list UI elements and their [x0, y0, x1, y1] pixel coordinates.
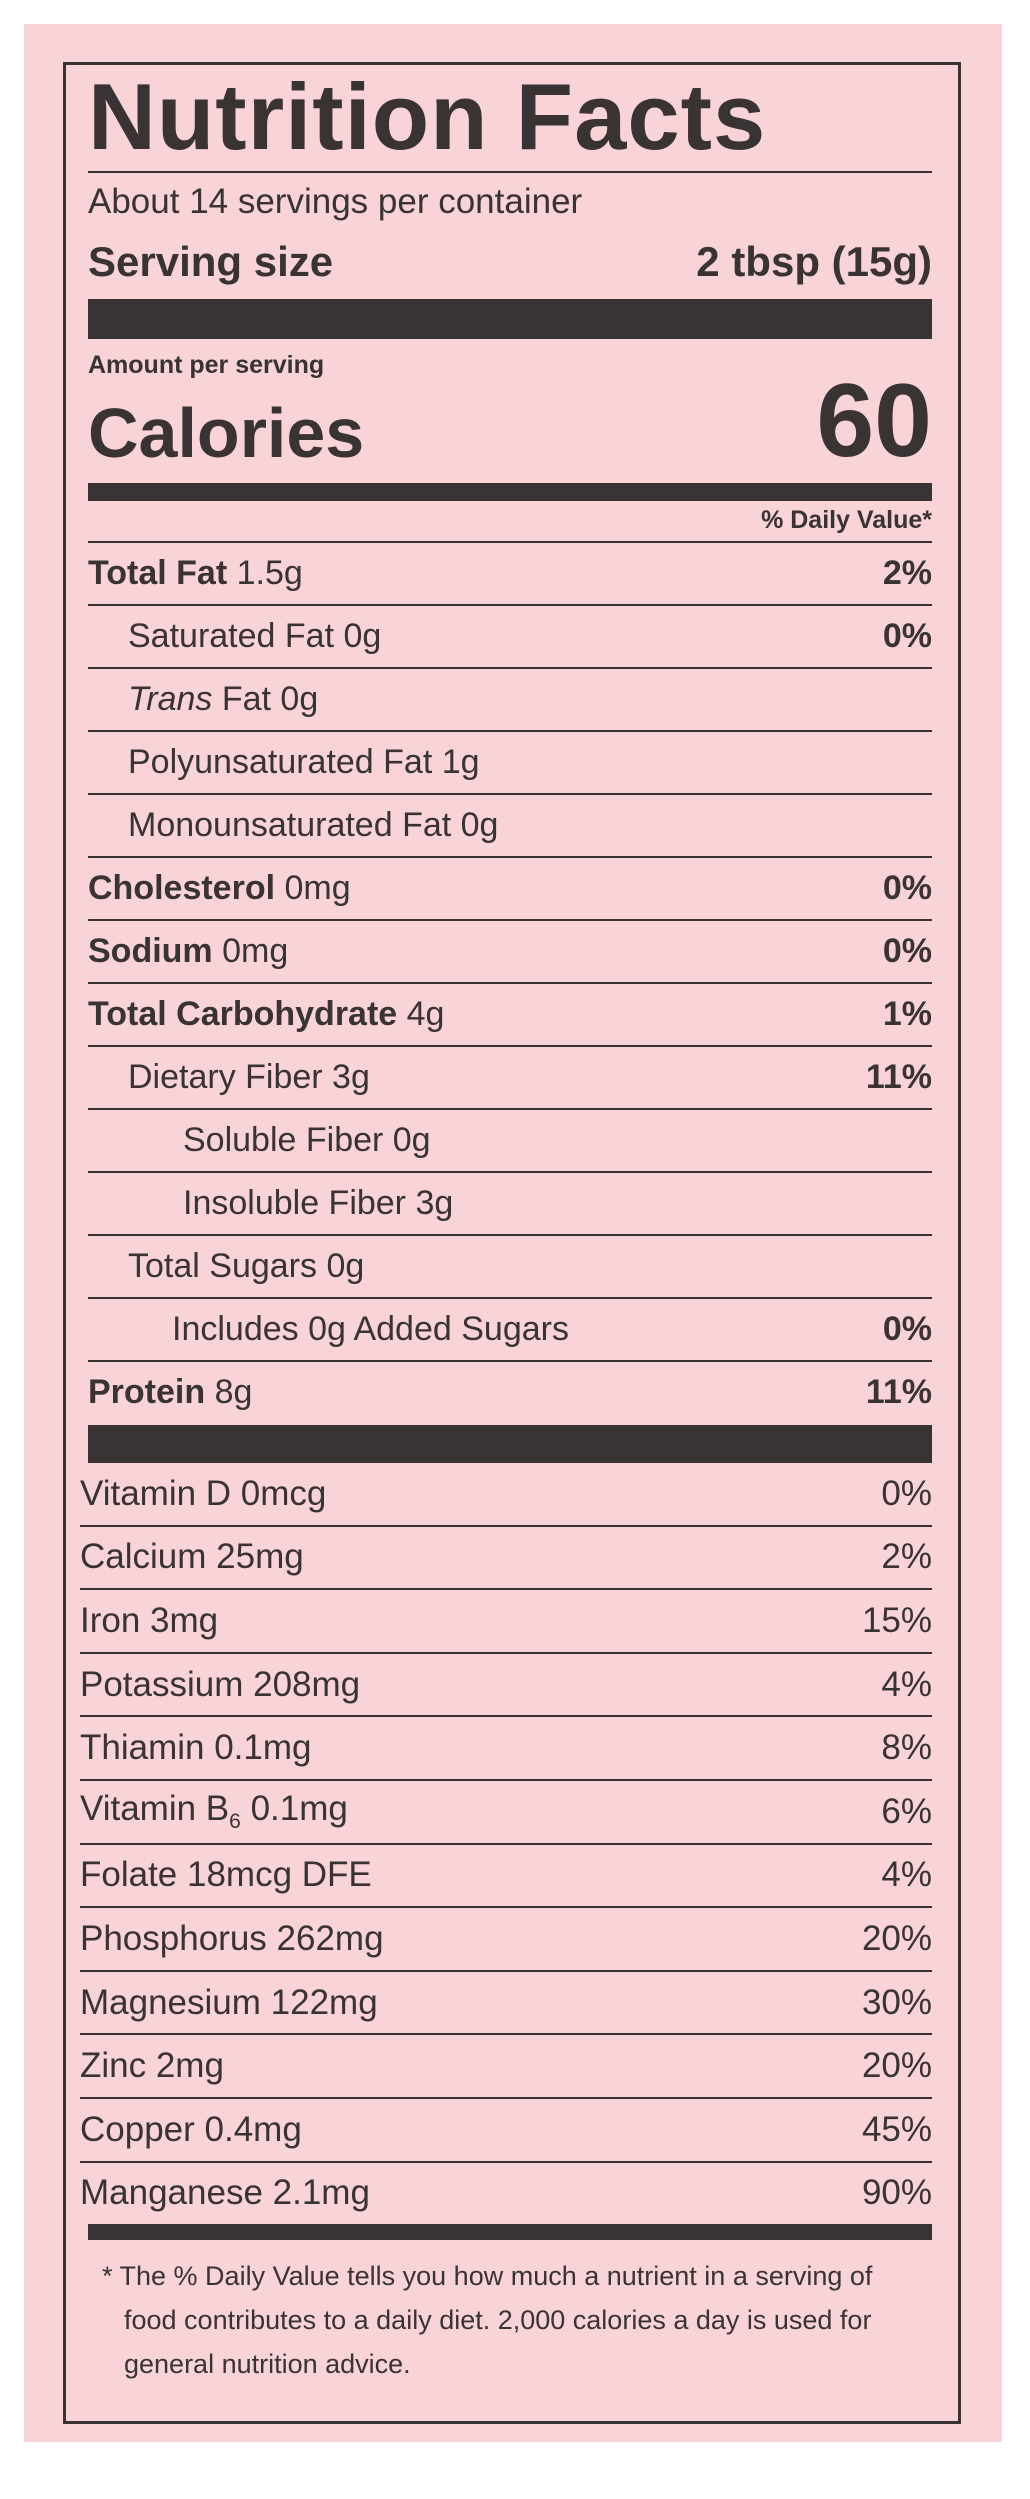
nutrient-daily-value: 2%	[882, 554, 932, 592]
nutrient-row: Includes 0g Added Sugars 0%	[88, 1299, 932, 1362]
vitamin-daily-value: 4%	[881, 1664, 932, 1704]
nutrient-list: Total Fat 1.5g 2% Saturated Fat 0g 0% Trans …	[88, 543, 932, 1423]
nutrient-row: Dietary Fiber 3g 11%	[88, 1047, 932, 1110]
nutrient-name-bold: Cholesterol	[88, 869, 276, 907]
vitamin-daily-value: 4%	[881, 1855, 932, 1895]
nutrient-row: Cholesterol 0mg 0%	[88, 858, 932, 921]
serving-size-value: 2 tbsp (15g)	[696, 238, 932, 285]
nutrient-name-bold: Total Fat	[88, 554, 228, 592]
nutrient-name: Protein 8g	[88, 1373, 253, 1411]
vitamin-name: Magnesium 122mg	[80, 1982, 378, 2022]
vitamin-daily-value: 15%	[861, 1600, 932, 1640]
thick-divider	[88, 1425, 932, 1463]
nutrient-daily-value: 0%	[882, 932, 932, 970]
nutrient-name: Cholesterol 0mg	[88, 869, 351, 907]
vitamin-name: Phosphorus 262mg	[80, 1918, 384, 1958]
nutrient-daily-value: 0%	[882, 1310, 932, 1348]
vitamin-daily-value: 30%	[861, 1982, 932, 2022]
label-title: Nutrition Facts	[88, 65, 932, 173]
label-panel	[24, 24, 1002, 2442]
vitamin-daily-value: 0%	[881, 1473, 932, 1513]
nutrient-name: Insoluble Fiber 3g	[183, 1184, 454, 1222]
vitamin-row: Calcium 25mg 2%	[80, 1527, 932, 1591]
nutrient-name: Total Sugars 0g	[128, 1247, 365, 1285]
nutrient-daily-value: 0%	[882, 869, 932, 907]
nutrient-name-bold: Protein	[88, 1373, 206, 1411]
vitamin-daily-value: 20%	[861, 2046, 932, 2086]
nutrient-row: Total Fat 1.5g 2%	[88, 543, 932, 606]
nutrient-daily-value: 11%	[865, 1058, 932, 1096]
vitamin-name: Iron 3mg	[80, 1600, 219, 1640]
nutrient-name: Includes 0g Added Sugars	[172, 1310, 569, 1348]
nutrient-name-italic: Trans	[128, 680, 213, 718]
nutrient-name-bold: Sodium	[88, 932, 213, 970]
vitamin-row: Vitamin D 0mcg 0%	[80, 1463, 932, 1527]
calories-value: 60	[816, 363, 932, 479]
vitamin-name: Zinc 2mg	[80, 2046, 224, 2086]
nutrient-name: Dietary Fiber 3g	[128, 1058, 370, 1096]
nutrient-row: Sodium 0mg 0%	[88, 921, 932, 984]
servings-per-container: About 14 servings per container	[88, 182, 583, 221]
vitamin-subscript: 6	[229, 1810, 241, 1834]
vitamin-name: Manganese 2.1mg	[80, 2173, 370, 2213]
vitamin-name: Thiamin 0.1mg	[80, 1728, 312, 1768]
nutrient-row: Polyunsaturated Fat 1g	[88, 732, 932, 795]
thick-divider	[88, 299, 932, 339]
vitamin-daily-value: 6%	[881, 1791, 932, 1831]
vitamin-row: Thiamin 0.1mg 8%	[80, 1717, 932, 1781]
amount-per-serving: Amount per serving	[88, 351, 325, 379]
nutrient-row: Total Carbohydrate 4g 1%	[88, 984, 932, 1047]
nutrient-row: Soluble Fiber 0g	[88, 1110, 932, 1173]
vitamin-row: Zinc 2mg 20%	[80, 2035, 932, 2099]
vitamin-name: Folate 18mcg DFE	[80, 1855, 372, 1895]
calories-row: Calories 60	[88, 369, 932, 473]
vitamin-daily-value: 8%	[881, 1728, 932, 1768]
vitamin-row: Manganese 2.1mg 90%	[80, 2163, 932, 2225]
nutrient-daily-value: 11%	[865, 1373, 932, 1411]
vitamin-daily-value: 90%	[861, 2173, 932, 2213]
serving-size-row: Serving size 2 tbsp (15g)	[88, 231, 932, 295]
nutrient-name-bold: Total Carbohydrate	[88, 995, 398, 1033]
vitamin-row: Vitamin B6 0.1mg 6%	[80, 1781, 932, 1845]
vitamin-list: Vitamin D 0mcg 0% Calcium 25mg 2% Iron 3mg 15…	[80, 1463, 932, 2224]
nutrient-name: Soluble Fiber 0g	[183, 1121, 431, 1159]
vitamin-row: Phosphorus 262mg 20%	[80, 1908, 932, 1972]
vitamin-row: Iron 3mg 15%	[80, 1590, 932, 1654]
vitamin-daily-value: 20%	[861, 1918, 932, 1958]
nutrient-daily-value: 0%	[882, 617, 932, 655]
vitamin-name: Vitamin B6 0.1mg	[80, 1789, 348, 1834]
vitamin-row: Potassium 208mg 4%	[80, 1654, 932, 1718]
vitamin-row: Copper 0.4mg 45%	[80, 2099, 932, 2163]
vitamin-name: Calcium 25mg	[80, 1537, 304, 1577]
footnote: * The % Daily Value tells you how much a…	[102, 2261, 873, 2380]
vitamin-daily-value: 2%	[881, 1537, 932, 1577]
serving-size-label: Serving size	[88, 238, 334, 285]
vitamin-name: Copper 0.4mg	[80, 2109, 302, 2149]
nutrient-name: Saturated Fat 0g	[128, 617, 382, 655]
vitamin-name: Vitamin D 0mcg	[80, 1473, 327, 1513]
nutrient-name: Trans Fat 0g	[128, 680, 319, 718]
nutrient-name: Polyunsaturated Fat 1g	[128, 743, 480, 781]
vitamin-daily-value: 45%	[861, 2109, 932, 2149]
nutrient-row: Trans Fat 0g	[88, 669, 932, 732]
daily-value-header: % Daily Value*	[88, 501, 932, 543]
vitamin-name: Potassium 208mg	[80, 1664, 361, 1704]
nutrient-daily-value: 1%	[882, 995, 932, 1033]
medium-divider	[88, 483, 932, 501]
calories-label: Calories	[88, 394, 365, 472]
nutrient-name: Total Fat 1.5g	[88, 554, 303, 592]
nutrient-row: Insoluble Fiber 3g	[88, 1173, 932, 1236]
nutrient-name: Monounsaturated Fat 0g	[128, 806, 499, 844]
medium-divider	[88, 2224, 932, 2241]
nutrient-row: Saturated Fat 0g 0%	[88, 606, 932, 669]
vitamin-row: Magnesium 122mg 30%	[80, 1972, 932, 2036]
nutrient-row: Monounsaturated Fat 0g	[88, 795, 932, 858]
nutrient-row: Total Sugars 0g	[88, 1236, 932, 1299]
nutrition-facts-label: Nutrition Facts About 14 servings per co…	[63, 62, 961, 2424]
nutrient-name: Sodium 0mg	[88, 932, 289, 970]
vitamin-row: Folate 18mcg DFE 4%	[80, 1845, 932, 1909]
nutrient-row: Protein 8g 11%	[88, 1362, 932, 1423]
nutrient-name: Total Carbohydrate 4g	[88, 995, 445, 1033]
